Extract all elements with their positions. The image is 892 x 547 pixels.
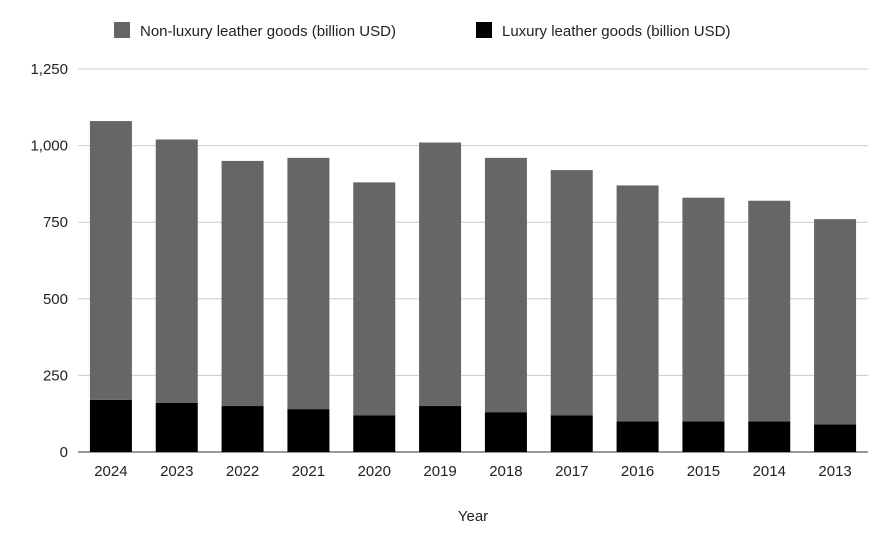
x-axis-title: Year [458,508,488,525]
bar-2019-non-luxury [419,142,462,407]
y-tick-label: 250 [43,367,68,384]
bar-2022-luxury [221,406,264,452]
bar-2017-non-luxury [550,170,593,416]
bar-2013-non-luxury [814,219,857,425]
y-tick-label: 0 [60,444,68,461]
legend-swatch-non-luxury [114,22,130,38]
x-tick-label: 2022 [226,463,259,480]
bar-2024-non-luxury [89,121,132,400]
x-tick-label: 2018 [489,463,522,480]
y-tick-label: 1,000 [30,138,68,155]
x-tick-label: 2013 [818,463,851,480]
y-tick-label: 750 [43,214,68,231]
bar-2018-non-luxury [484,157,527,413]
y-tick-label: 500 [43,291,68,308]
bar-2023-luxury [155,402,198,452]
x-tick-label: 2024 [94,463,127,480]
bar-2014-luxury [748,421,791,452]
bar-2013-luxury [814,424,857,452]
x-tick-label: 2017 [555,463,588,480]
bar-2024-luxury [89,399,132,452]
x-tick-label: 2023 [160,463,193,480]
y-tick-label: 1,250 [30,61,68,78]
bar-2020-luxury [353,415,396,452]
bar-2017-luxury [550,415,593,452]
bar-2022-non-luxury [221,160,264,407]
bar-2014-non-luxury [748,200,791,422]
x-tick-label: 2016 [621,463,654,480]
bar-2016-non-luxury [616,185,659,422]
x-tick-label: 2015 [687,463,720,480]
x-tick-label: 2019 [423,463,456,480]
legend-swatch-luxury [476,22,492,38]
legend-label-luxury: Luxury leather goods (billion USD) [502,23,730,40]
bar-2015-luxury [682,421,725,452]
bar-2015-non-luxury [682,197,725,422]
x-tick-label: 2021 [292,463,325,480]
bar-2019-luxury [419,406,462,452]
bar-2023-non-luxury [155,139,198,403]
bar-2021-luxury [287,409,330,452]
bar-2020-non-luxury [353,182,396,416]
bar-2016-luxury [616,421,659,452]
bar-2021-non-luxury [287,157,330,410]
x-tick-label: 2014 [753,463,786,480]
bar-2018-luxury [484,412,527,452]
x-tick-label: 2020 [358,463,391,480]
legend-label-non-luxury: Non-luxury leather goods (billion USD) [140,23,396,40]
